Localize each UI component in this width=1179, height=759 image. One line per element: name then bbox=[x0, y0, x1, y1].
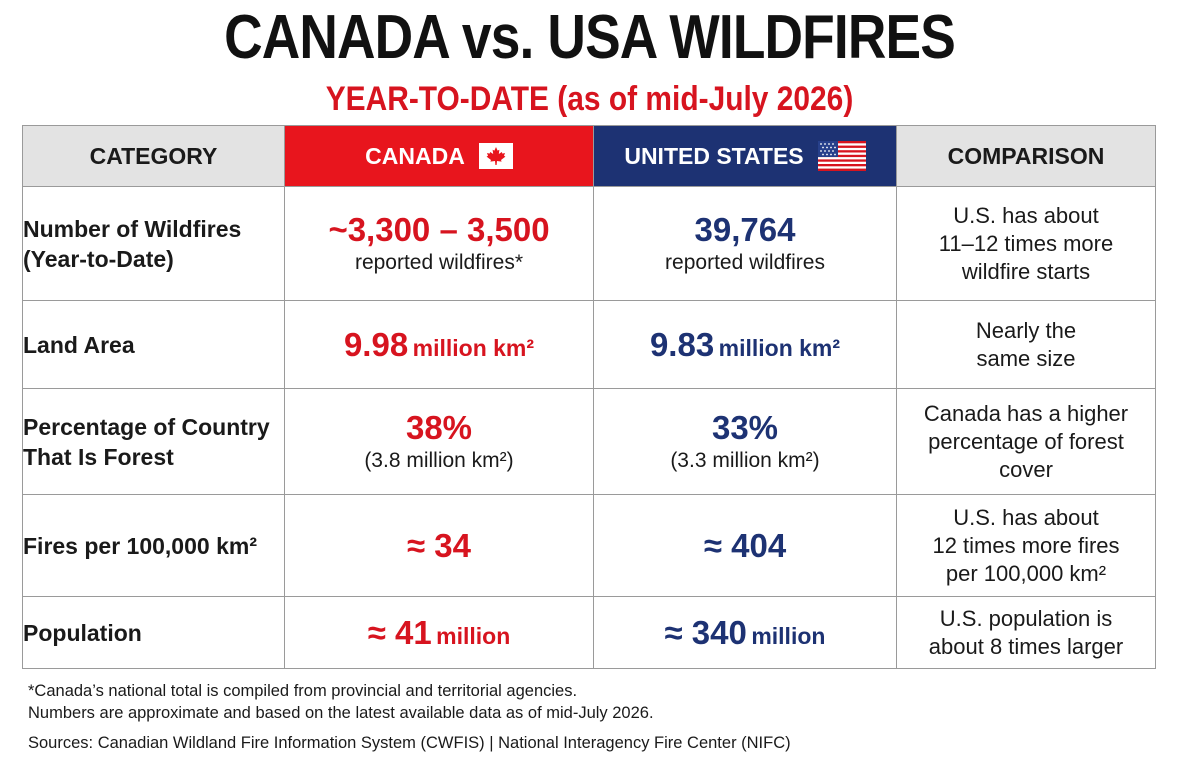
maple-leaf-flag-icon bbox=[478, 143, 513, 169]
us-flag-icon bbox=[817, 141, 866, 171]
canada-unit: million km² bbox=[412, 334, 535, 361]
canada-cell: ~3,300 – 3,500 reported wildfires* bbox=[284, 186, 594, 301]
usa-value: ≈ 404 bbox=[703, 526, 787, 564]
footnote: *Canada’s national total is compiled fro… bbox=[28, 682, 578, 700]
category-cell: Population bbox=[22, 596, 285, 669]
table-row-fire-density: Fires per 100,000 km² ≈ 34 ≈ 404 U.S. ha… bbox=[22, 494, 1156, 597]
comparison-text: 12 times more fires bbox=[932, 532, 1120, 558]
usa-value: 9.83 bbox=[649, 325, 715, 363]
usa-cell: 33% (3.3 million km²) bbox=[593, 388, 897, 495]
sources-line: Sources: Canadian Wildland Fire Informat… bbox=[28, 734, 791, 752]
usa-cell: ≈ 404 bbox=[593, 494, 897, 597]
category-label: (Year-to-Date) bbox=[23, 245, 174, 272]
usa-unit: million bbox=[751, 622, 826, 649]
usa-note: (3.3 million km²) bbox=[670, 448, 820, 472]
category-cell: Number of Wildfires (Year-to-Date) bbox=[22, 186, 285, 301]
canada-value: ~3,300 – 3,500 bbox=[328, 210, 550, 248]
header-canada-label: CANADA bbox=[365, 142, 465, 169]
canada-cell: 38% (3.8 million km²) bbox=[284, 388, 594, 495]
category-cell: Fires per 100,000 km² bbox=[22, 494, 285, 597]
footnote: Numbers are approximate and based on the… bbox=[28, 704, 654, 722]
comparison-text: Nearly the bbox=[975, 317, 1077, 343]
canada-cell: 9.98 million km² bbox=[284, 300, 594, 389]
comparison-text: about 8 times larger bbox=[928, 633, 1124, 659]
usa-cell: ≈ 340 million bbox=[593, 596, 897, 669]
comparison-text: Canada has a higher bbox=[923, 400, 1129, 426]
usa-value: ≈ 340 bbox=[664, 613, 747, 651]
comparison-text: per 100,000 km² bbox=[945, 560, 1107, 586]
canada-value: 9.98 bbox=[343, 325, 409, 363]
usa-note: reported wildfires bbox=[665, 250, 825, 274]
comparison-text: U.S. population is bbox=[939, 605, 1113, 631]
footer-notes: *Canada’s national total is compiled fro… bbox=[28, 680, 1158, 754]
category-label: Percentage of Country bbox=[23, 413, 270, 440]
comparison-cell: Nearly the same size bbox=[896, 300, 1156, 389]
canada-value: ≈ 41 bbox=[367, 613, 432, 651]
canada-note: (3.8 million km²) bbox=[364, 448, 514, 472]
header-canada: CANADA bbox=[284, 125, 594, 187]
usa-cell: 39,764 reported wildfires bbox=[593, 186, 897, 301]
canada-cell: ≈ 34 bbox=[284, 494, 594, 597]
page-title: CANADA vs. USA WILDFIRES bbox=[224, 3, 956, 72]
comparison-text: percentage of forest bbox=[928, 428, 1124, 454]
category-label: Land Area bbox=[23, 331, 135, 358]
category-cell: Land Area bbox=[22, 300, 285, 389]
comparison-text: U.S. has about bbox=[953, 504, 1099, 530]
header-usa-label: UNITED STATES bbox=[624, 142, 804, 169]
category-cell: Percentage of Country That Is Forest bbox=[22, 388, 285, 495]
category-label: That Is Forest bbox=[23, 443, 174, 470]
canada-value: 38% bbox=[405, 408, 473, 446]
header-category: CATEGORY bbox=[22, 125, 285, 187]
comparison-cell: U.S. has about 11–12 times more wildfire… bbox=[896, 186, 1156, 301]
table-row-wildfires: Number of Wildfires (Year-to-Date) ~3,30… bbox=[22, 186, 1156, 301]
page-subtitle: YEAR-TO-DATE (as of mid-July 2026) bbox=[325, 80, 854, 118]
header-usa: UNITED STATES bbox=[593, 125, 897, 187]
comparison-cell: Canada has a higher percentage of forest… bbox=[896, 388, 1156, 495]
comparison-table: CATEGORY CANADA UNITED STATES bbox=[22, 125, 1156, 669]
canada-cell: ≈ 41 million bbox=[284, 596, 594, 669]
usa-cell: 9.83 million km² bbox=[593, 300, 897, 389]
category-label: Population bbox=[23, 619, 142, 646]
comparison-cell: U.S. has about 12 times more fires per 1… bbox=[896, 494, 1156, 597]
category-label: Fires per 100,000 km² bbox=[23, 532, 257, 559]
table-row-land-area: Land Area 9.98 million km² 9.83 million … bbox=[22, 300, 1156, 389]
table-row-forest: Percentage of Country That Is Forest 38%… bbox=[22, 388, 1156, 495]
canada-value: ≈ 34 bbox=[407, 526, 471, 564]
usa-value: 33% bbox=[711, 408, 779, 446]
comparison-text: cover bbox=[999, 456, 1053, 482]
comparison-cell: U.S. population is about 8 times larger bbox=[896, 596, 1156, 669]
table-header-row: CATEGORY CANADA UNITED STATES bbox=[22, 125, 1156, 187]
comparison-text: wildfire starts bbox=[961, 258, 1091, 284]
canada-note: reported wildfires* bbox=[354, 250, 524, 274]
header-comparison: COMPARISON bbox=[896, 125, 1156, 187]
usa-unit: million km² bbox=[718, 334, 841, 361]
usa-value: 39,764 bbox=[694, 210, 796, 248]
table-row-population: Population ≈ 41 million ≈ 340 million U.… bbox=[22, 596, 1156, 669]
comparison-text: 11–12 times more bbox=[938, 230, 1114, 256]
canada-unit: million bbox=[436, 622, 511, 649]
comparison-text: U.S. has about bbox=[953, 202, 1099, 228]
category-label: Number of Wildfires bbox=[23, 215, 242, 242]
comparison-text: same size bbox=[976, 345, 1076, 371]
